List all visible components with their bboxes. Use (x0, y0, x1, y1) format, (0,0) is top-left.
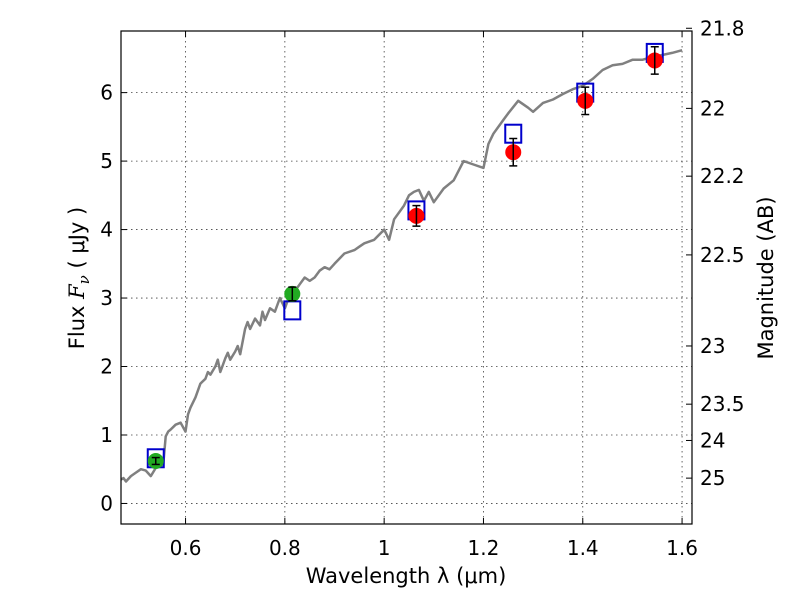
y-tick-label: 1 (100, 423, 113, 447)
plot-frame (120, 30, 693, 525)
x-tick-label: 0.8 (269, 536, 301, 560)
y-tick-label: 5 (100, 149, 113, 173)
y-label-prefix: Flux (65, 299, 89, 349)
x-tick-label: 1.6 (666, 536, 698, 560)
magnitude-tick-label: 22.2 (700, 164, 745, 188)
x-tick-label: 1.2 (468, 536, 500, 560)
magnitude-tick-label: 23.5 (700, 392, 745, 416)
x-tick-label: 1 (378, 536, 391, 560)
model-spectrum-line (120, 48, 683, 483)
magnitude-tick-label: 25 (700, 466, 725, 490)
y-axis-label-right: Magnitude (AB) (754, 196, 778, 359)
magnitude-tick-label: 22.5 (700, 243, 745, 267)
y-tick-label: 3 (100, 286, 113, 310)
magnitude-tick-label: 22 (700, 96, 725, 120)
y-label-symbol: F (65, 283, 89, 300)
axis-ticks: 0.6 0.8 1 1.2 1.4 1.6012345621.82222.222.5232… (100, 16, 744, 560)
model-spectrum-layer (120, 48, 683, 483)
magnitude-tick-label: 24 (700, 428, 725, 452)
x-axis-label: Wavelength λ (μm) (306, 564, 507, 588)
x-tick-label: 1.4 (567, 536, 599, 560)
observation-layer (147, 45, 663, 470)
magnitude-tick-label: 23 (700, 334, 725, 358)
y-axis-label-left: Flux Fν ( μJy ) (65, 207, 93, 349)
y-tick-label: 4 (100, 218, 113, 242)
magnitude-tick-label: 21.8 (700, 16, 745, 40)
y-label-subscript: ν (75, 275, 93, 284)
y-tick-label: 2 (100, 355, 113, 379)
y-tick-label: 6 (100, 81, 113, 105)
y-tick-label: 0 (100, 491, 113, 515)
x-tick-label: 0.6 (170, 536, 202, 560)
y-label-suffix: ( μJy ) (65, 207, 89, 275)
grid-lines (121, 31, 692, 524)
